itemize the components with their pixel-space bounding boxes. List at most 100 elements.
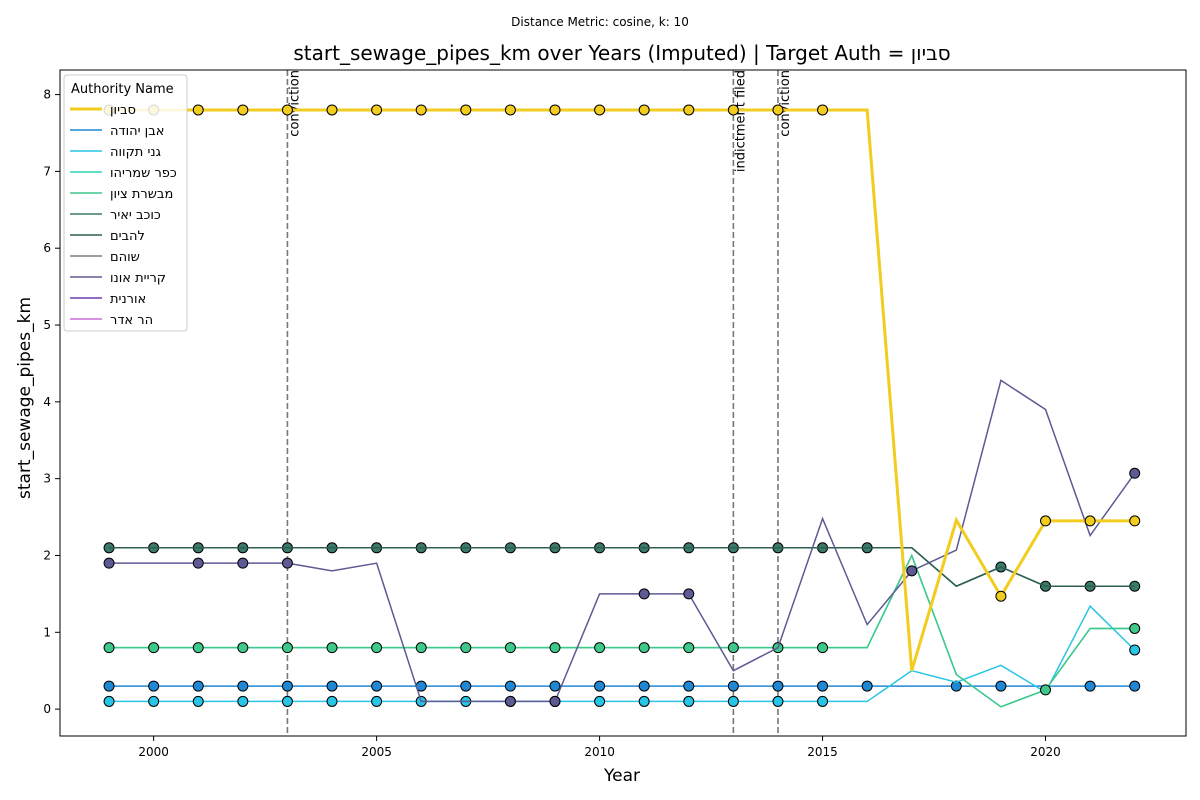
point-marker xyxy=(281,104,293,116)
legend-label: ןויצ תרשבמ xyxy=(110,187,173,202)
x-tick-label: 2000 xyxy=(138,745,169,759)
point-marker xyxy=(1040,684,1052,696)
point-marker xyxy=(727,642,739,654)
point-marker xyxy=(237,695,249,707)
legend-label: הווקת ינג xyxy=(110,145,161,160)
point-marker xyxy=(504,642,516,654)
point-marker xyxy=(1129,644,1141,656)
y-tick-label: 3 xyxy=(43,472,51,486)
legend-label: םיבהל xyxy=(110,229,145,244)
x-tick-label: 2005 xyxy=(361,745,392,759)
point-marker xyxy=(103,557,115,569)
plot-frame xyxy=(59,69,1187,737)
legend-label: ריאי בכוכ xyxy=(110,208,161,223)
point-marker xyxy=(683,680,695,692)
point-marker xyxy=(371,642,383,654)
point-marker xyxy=(281,642,293,654)
point-marker xyxy=(1040,515,1052,527)
point-marker xyxy=(504,104,516,116)
point-marker xyxy=(1129,467,1141,479)
point-marker xyxy=(281,695,293,707)
point-marker xyxy=(727,680,739,692)
point-marker xyxy=(148,680,160,692)
point-marker xyxy=(371,680,383,692)
point-marker xyxy=(772,695,784,707)
point-marker xyxy=(192,104,204,116)
point-marker xyxy=(237,680,249,692)
point-marker xyxy=(192,695,204,707)
series-line xyxy=(109,379,1136,703)
point-marker xyxy=(326,695,338,707)
point-marker xyxy=(326,104,338,116)
point-marker xyxy=(192,557,204,569)
point-marker xyxy=(460,642,472,654)
point-marker xyxy=(638,642,650,654)
point-marker xyxy=(371,695,383,707)
point-marker xyxy=(817,104,829,116)
point-marker xyxy=(148,642,160,654)
point-marker xyxy=(1129,680,1141,692)
point-marker xyxy=(192,642,204,654)
point-marker xyxy=(103,642,115,654)
point-marker xyxy=(326,680,338,692)
point-marker xyxy=(237,557,249,569)
point-marker xyxy=(683,642,695,654)
y-tick-label: 4 xyxy=(43,395,51,409)
y-tick-label: 5 xyxy=(43,318,51,332)
point-marker xyxy=(415,104,427,116)
point-marker xyxy=(549,680,561,692)
point-marker xyxy=(460,104,472,116)
point-marker xyxy=(281,557,293,569)
point-marker xyxy=(638,104,650,116)
point-marker xyxy=(549,695,561,707)
point-marker xyxy=(281,680,293,692)
point-marker xyxy=(1129,622,1141,634)
legend-label: רדא רה xyxy=(110,313,153,328)
y-tick-label: 8 xyxy=(43,88,51,102)
x-tick-label: 2020 xyxy=(1030,745,1061,759)
legend-label: ןויבס xyxy=(110,103,136,118)
legend-box xyxy=(63,74,188,332)
series-line xyxy=(109,108,1135,672)
y-tick-label: 1 xyxy=(43,625,51,639)
point-marker xyxy=(594,695,606,707)
point-marker xyxy=(772,104,784,116)
point-marker xyxy=(148,695,160,707)
x-tick-label: 2015 xyxy=(807,745,838,759)
point-marker xyxy=(683,104,695,116)
point-marker xyxy=(504,695,516,707)
point-marker xyxy=(103,680,115,692)
point-marker xyxy=(192,680,204,692)
legend-label: םהוש xyxy=(110,250,140,265)
point-marker xyxy=(861,680,873,692)
y-tick-label: 6 xyxy=(43,241,51,255)
legend-label: תינרוא xyxy=(110,292,146,307)
point-marker xyxy=(772,680,784,692)
point-marker xyxy=(549,104,561,116)
point-marker xyxy=(237,642,249,654)
point-marker xyxy=(950,680,962,692)
point-marker xyxy=(594,642,606,654)
series-line xyxy=(109,553,1135,708)
x-tick-label: 2010 xyxy=(584,745,615,759)
event-label: conviction xyxy=(287,70,302,137)
series-line xyxy=(109,547,1135,588)
point-marker xyxy=(371,104,383,116)
point-marker xyxy=(817,695,829,707)
series-line xyxy=(109,553,1135,708)
event-label: conviction xyxy=(778,70,793,137)
point-marker xyxy=(683,695,695,707)
point-marker xyxy=(1084,515,1096,527)
point-marker xyxy=(638,588,650,600)
chart-subtitle: Distance Metric: cosine, k: 10 xyxy=(511,15,689,29)
point-marker xyxy=(1129,515,1141,527)
point-marker xyxy=(1084,680,1096,692)
y-tick-label: 0 xyxy=(43,702,51,716)
point-marker xyxy=(727,104,739,116)
legend-label: הדוהי ןבא xyxy=(110,124,164,139)
point-marker xyxy=(638,680,650,692)
point-marker xyxy=(103,695,115,707)
point-marker xyxy=(237,104,249,116)
chart-title: start_sewage_pipes_km over Years (Impute… xyxy=(293,41,950,65)
